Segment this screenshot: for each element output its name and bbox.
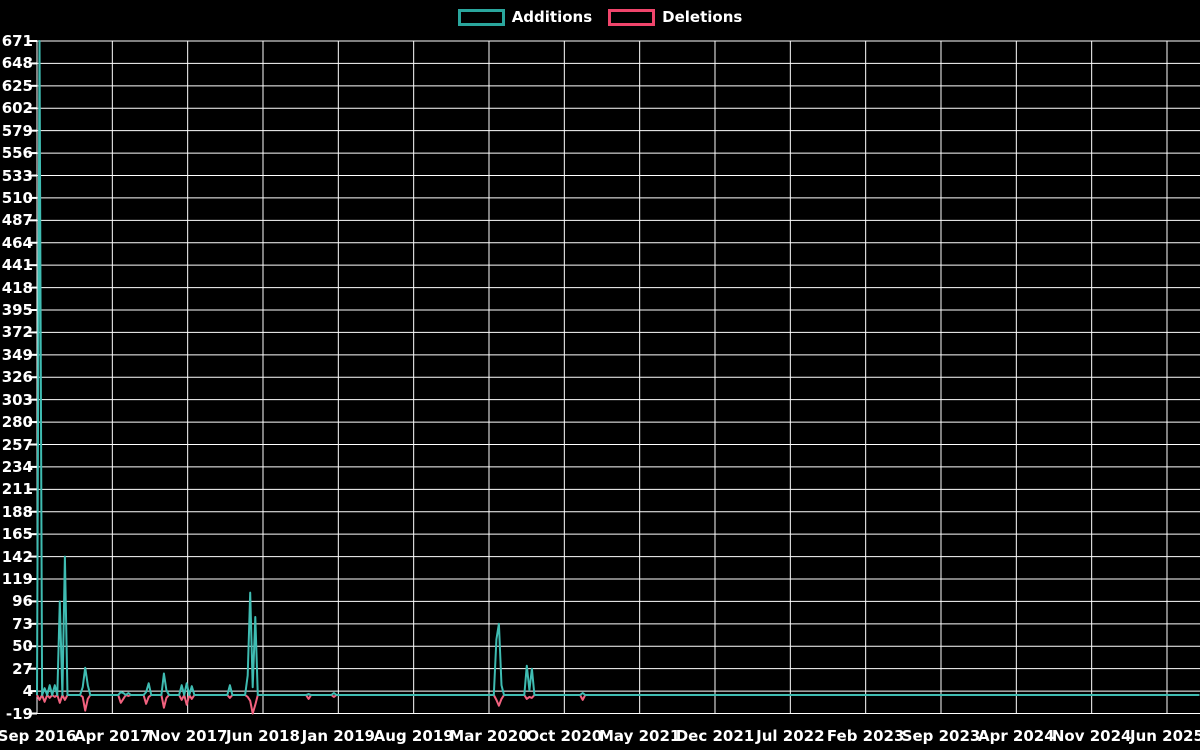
y-axis-label: 533 [1,166,33,185]
y-axis-label: 441 [1,256,33,275]
y-axis-label: 487 [1,211,33,230]
y-axis-label: 579 [1,121,33,140]
y-axis-label: 211 [1,480,33,499]
deletions-line [36,694,1200,715]
chart-legend: Additions Deletions [0,6,1200,28]
deletions-swatch-icon [608,8,656,26]
legend-label-additions: Additions [511,7,593,26]
x-axis-label: Dec 2021 [675,727,755,745]
x-axis-label: Jan 2019 [301,727,375,745]
legend-item-additions[interactable]: Additions [457,7,593,26]
x-axis-label: Apr 2017 [73,727,151,745]
y-axis-label: 165 [1,525,33,544]
y-axis-label: 96 [12,592,33,611]
x-axis-label: Jun 2018 [226,727,300,745]
additions-line [36,40,1200,696]
x-axis-label: Nov 2017 [147,727,228,745]
x-axis-label: Nov 2024 [1051,727,1132,745]
x-axis-label: Sep 2023 [901,727,981,745]
y-axis-label: 372 [1,323,33,342]
x-axis-label: Jul 2022 [756,727,825,745]
y-axis-label: 257 [1,435,33,454]
y-axis-label: 234 [1,457,33,476]
x-axis-label: Mar 2020 [449,727,529,745]
y-axis-label: 625 [1,76,33,95]
y-axis-label: 142 [1,547,33,566]
x-axis-label: Oct 2020 [526,727,603,745]
x-axis-label: Feb 2023 [826,727,905,745]
y-axis-label: 119 [1,570,33,588]
y-axis-label: 602 [1,99,33,118]
y-axis-label: 27 [12,659,33,678]
y-axis-label: 648 [1,54,33,73]
y-axis-label: 280 [1,413,33,432]
y-axis-label: 671 [1,32,33,50]
y-axis-label: 418 [1,278,33,297]
y-axis-label: -19 [5,704,33,723]
y-axis-label: 50 [12,637,33,656]
additions-swatch-icon [457,8,505,26]
y-axis-label: 464 [1,233,33,252]
y-axis-label: 326 [1,368,33,387]
x-axis-label: Jun 2025 [1130,727,1200,745]
y-axis-label: 4 [22,682,33,701]
y-axis-label: 73 [12,614,33,633]
y-axis-label: 510 [1,188,33,207]
x-axis-label: Sep 2016 [0,727,77,745]
x-axis-label: May 2021 [598,727,681,745]
legend-label-deletions: Deletions [662,7,743,26]
y-axis-label: 395 [1,301,33,319]
x-axis-label: Aug 2019 [373,727,454,745]
y-axis-label: 303 [1,390,33,409]
y-axis-label: 556 [1,144,33,163]
x-axis-label: Apr 2024 [977,727,1055,745]
legend-item-deletions[interactable]: Deletions [608,7,743,26]
y-axis-label: 188 [1,502,33,521]
y-axis-label: 349 [1,345,33,364]
